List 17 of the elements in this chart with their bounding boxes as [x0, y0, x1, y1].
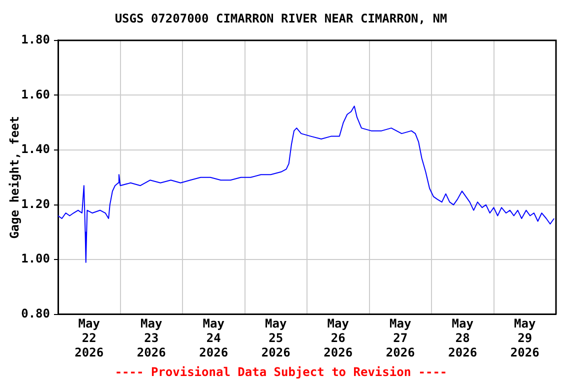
y-axis-title: Gage height, feet: [7, 116, 22, 239]
y-tick-label: 0.80: [21, 306, 50, 321]
x-tick-label: May 22 2026: [74, 316, 104, 360]
y-tick-label: 1.20: [21, 196, 50, 211]
x-tick-label: May 26 2026: [324, 316, 353, 360]
text: ---- Provisional Data Subject to Revision ----: [114, 364, 448, 379]
x-tick-label: May 23 2026: [136, 316, 166, 360]
chart-title: USGS 07207000 CIMARRON RIVER NEAR CIMARRON, NM: [114, 11, 448, 26]
y-tick-label: 1.80: [21, 32, 50, 47]
x-tick-label: May 25 2026: [261, 316, 290, 360]
x-tick-label: May 27 2026: [386, 316, 415, 360]
y-tick-label: 1.00: [21, 252, 50, 266]
x-tick-label: May 24 2026: [199, 316, 228, 360]
y-tick-label: 1.40: [21, 142, 50, 156]
x-tick-label: May 28 2026: [448, 316, 478, 360]
y-tick-label: 1.60: [21, 87, 50, 102]
x-tick-label: May 29 2026: [510, 316, 540, 360]
